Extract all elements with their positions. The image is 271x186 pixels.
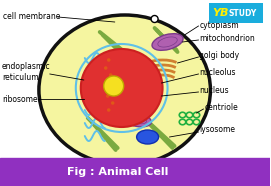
FancyBboxPatch shape bbox=[209, 3, 263, 23]
Text: STUDY: STUDY bbox=[228, 9, 256, 17]
Ellipse shape bbox=[104, 66, 108, 70]
Ellipse shape bbox=[104, 76, 124, 96]
Text: cytoplasm: cytoplasm bbox=[199, 20, 239, 30]
Text: YB: YB bbox=[212, 8, 229, 18]
Ellipse shape bbox=[39, 15, 211, 165]
Text: mitochondrion: mitochondrion bbox=[199, 33, 255, 42]
Text: golgi body: golgi body bbox=[199, 51, 240, 60]
Bar bbox=[0, 158, 270, 186]
Text: lysosome: lysosome bbox=[199, 126, 235, 134]
Text: nucleolus: nucleolus bbox=[199, 68, 236, 76]
Text: Fig : Animal Cell: Fig : Animal Cell bbox=[67, 167, 168, 177]
Text: centriole: centriole bbox=[204, 102, 238, 111]
Ellipse shape bbox=[109, 73, 112, 77]
Ellipse shape bbox=[106, 94, 109, 98]
Text: endoplasmic
reticulum: endoplasmic reticulum bbox=[2, 62, 51, 82]
Text: cell membrane: cell membrane bbox=[3, 12, 60, 20]
Ellipse shape bbox=[137, 130, 159, 144]
Ellipse shape bbox=[105, 80, 108, 84]
Ellipse shape bbox=[107, 108, 111, 112]
Ellipse shape bbox=[107, 58, 111, 62]
Ellipse shape bbox=[81, 49, 163, 127]
Ellipse shape bbox=[124, 113, 151, 127]
Ellipse shape bbox=[151, 15, 158, 23]
Ellipse shape bbox=[111, 101, 114, 105]
Ellipse shape bbox=[110, 87, 114, 91]
Text: nucleus: nucleus bbox=[199, 86, 229, 94]
Text: ribosome: ribosome bbox=[2, 94, 38, 103]
Ellipse shape bbox=[152, 34, 183, 50]
